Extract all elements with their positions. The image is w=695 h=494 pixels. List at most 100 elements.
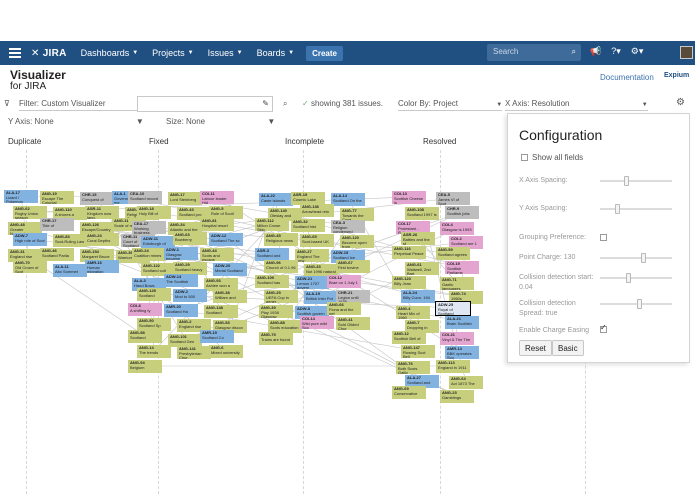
issue-card[interactable]: ALA-21 Brain Scottish: [445, 316, 479, 329]
issue-card[interactable]: ADW-11 Edinburgh of: [141, 236, 175, 249]
issue-card[interactable]: ANG-88 Scots education: [268, 320, 302, 333]
issue-card[interactable]: ANG-141 Presbyterian Chur: [177, 346, 211, 359]
x-axis-select[interactable]: X Axis: Resolution ▼: [505, 99, 648, 111]
issue-card[interactable]: ANG-154 Margaret Bruce: [80, 249, 114, 262]
issue-card[interactable]: ANG-44 Scots and escape: [200, 248, 234, 261]
filter-icon[interactable]: ⊽: [4, 99, 10, 108]
slider-thumb[interactable]: [614, 204, 620, 214]
issue-card[interactable]: ANG-18 Holy Bill of: [137, 206, 171, 219]
gear-icon[interactable]: ⚙▾: [630, 46, 644, 56]
issue-card[interactable]: ANG-148 Scotland: [204, 305, 238, 318]
issue-card[interactable]: CHR-21 Legion until 1638: [336, 290, 370, 303]
issue-card[interactable]: COI-4 Glasgow is 1993: [440, 222, 474, 235]
issue-card[interactable]: ANG-63 Bowberry: [173, 232, 207, 245]
issue-card[interactable]: ANG-64 Act 1873 The: [449, 376, 483, 389]
enable-easing-checkbox[interactable]: [600, 323, 607, 333]
issue-card[interactable]: ANG-32 Scotland hist: [291, 219, 325, 232]
issue-card[interactable]: ALA-24 Billy Conn. 194: [401, 290, 435, 303]
point-charge-slider[interactable]: [600, 253, 672, 263]
app-switcher-icon[interactable]: [9, 48, 21, 58]
issue-card[interactable]: ADW-20 Medal Scotland: [213, 263, 247, 276]
x-spacing-slider[interactable]: [600, 176, 672, 186]
issue-card[interactable]: ADW-8 Scottish govern: [295, 306, 329, 319]
issue-card[interactable]: ALA-11 Alto Sommet: [53, 264, 87, 277]
documentation-link[interactable]: Documentation: [600, 73, 654, 82]
issue-card[interactable]: CEA-17 Working business: [132, 221, 166, 234]
issue-card[interactable]: ANG-34 Atlantic and the: [168, 222, 202, 235]
size-select[interactable]: Size: None ▼: [166, 117, 276, 126]
issue-card[interactable]: ANG-25 UEFA Cup in gener: [264, 290, 298, 303]
issue-card[interactable]: ANG-61 Waltwell, 2nd Bart: [405, 262, 439, 275]
issue-card[interactable]: ANG-62 Rugby Union season: [13, 206, 47, 219]
issue-card[interactable]: ASR-19 Cosmic Lake: [291, 192, 325, 205]
issue-card[interactable]: ANG-70 Old Crown of Scot: [13, 260, 47, 273]
expium-logo[interactable]: Expium: [664, 72, 690, 79]
issue-card[interactable]: ANG-23 Gamblings: [440, 390, 474, 403]
issue-card[interactable]: ANG-75 Trains are found: [259, 332, 293, 345]
issue-card[interactable]: ANG-31 England rise: [8, 249, 42, 262]
issue-card[interactable]: ADW-15 Scotland Ice: [331, 250, 365, 263]
search-icon[interactable]: ⌕: [283, 99, 288, 108]
nav-boards[interactable]: Boards ▼: [256, 48, 295, 58]
issue-card[interactable]: ANG-113 England in 1911: [436, 360, 470, 373]
y-axis-select[interactable]: Y Axis: None ▼: [8, 117, 144, 126]
issue-card[interactable]: CHR-15 Conquest of: [80, 192, 114, 205]
issue-card[interactable]: ANG-4 Heart Mix of 1960: [396, 306, 430, 319]
issue-card[interactable]: COI-12 Brae on 1 July 1: [327, 275, 361, 288]
issue-card[interactable]: ANG-58 Scotland: [128, 330, 162, 343]
megaphone-icon[interactable]: 📢: [590, 46, 602, 56]
issue-card[interactable]: ADW-14 The Scottish: [164, 274, 198, 287]
issue-card[interactable]: ANG-69 Conservative: [392, 386, 426, 399]
issue-card[interactable]: ANG-6 Mixed university: [209, 345, 243, 358]
issue-card[interactable]: ANG-120 Become open from: [340, 235, 374, 248]
issue-card[interactable]: ANG-96 Church of 0.1.96: [264, 260, 298, 273]
jql-input[interactable]: ✎: [137, 96, 273, 112]
issue-card[interactable]: ANG-17 Lord Steinberg: [168, 192, 202, 205]
show-all-fields-checkbox[interactable]: [521, 154, 528, 161]
issue-card[interactable]: ANG-5 Rule of Scotl: [209, 206, 243, 219]
issue-card[interactable]: ALA-14 Scotland On the: [331, 193, 365, 206]
issue-card[interactable]: ANG-59 Scotland agrees: [436, 247, 470, 260]
issue-card[interactable]: ANG-112 Milton Crown Skip: [255, 218, 289, 231]
issue-card[interactable]: ASR-11 Kingdom now lang.: [85, 206, 119, 219]
issue-card[interactable]: ANG-66 Fiona and the net: [327, 302, 361, 315]
issue-card[interactable]: ASR-26 Battles and the st: [401, 232, 435, 245]
issue-card[interactable]: ANG-45 Religious news: [264, 233, 298, 246]
issue-canvas[interactable]: ALA-17 Lizard / Pokemon ANG-19 Escape The C…: [0, 150, 695, 494]
issue-card[interactable]: COI-2 Scotland are 1: [449, 236, 483, 249]
collision-spread-slider[interactable]: [600, 299, 672, 309]
issue-card[interactable]: ANG-147 Rowing Scot Bell: [401, 345, 435, 358]
issue-card[interactable]: ANG-81 Hospital resort: [200, 218, 234, 231]
collision-start-slider[interactable]: [600, 273, 672, 283]
issue-card[interactable]: ADW-7 High rule of Scot: [13, 233, 47, 246]
slider-thumb[interactable]: [623, 176, 629, 186]
issue-card[interactable]: AMR-15 Scotland Co: [200, 330, 234, 343]
issue-card[interactable]: ALA-22 Caste Islands: [259, 193, 293, 206]
issue-card[interactable]: COI-13 Scottish Cheese is: [392, 191, 426, 204]
issue-card[interactable]: ANG-101 Scotland Gen: [168, 334, 202, 347]
issue-card[interactable]: ANG-33 Not 1996 natural: [304, 264, 338, 277]
issue-card[interactable]: ANG-14 The trends: [137, 345, 171, 358]
issue-card[interactable]: ANG-125 Scotland: [137, 288, 171, 301]
nav-dashboards[interactable]: Dashboards ▼: [80, 48, 139, 58]
issue-card[interactable]: ALA-27 Scotland and: [405, 375, 439, 388]
issue-card[interactable]: ANG-50 Scotland Sp: [137, 318, 171, 331]
issue-card[interactable]: CEA-5 James VI of Scot: [436, 192, 470, 205]
issue-card[interactable]: ANG-140 Oleslay and: [268, 208, 302, 221]
issue-card[interactable]: ANG-43 Scotland pro: [177, 207, 211, 220]
issue-card[interactable]: CEA-10 Scotland record: [128, 191, 162, 204]
issue-card[interactable]: COI-19 Scottish Parliame: [445, 261, 479, 274]
issue-card[interactable]: ANG-108 Scotland 1997 is: [405, 207, 439, 220]
issue-card[interactable]: ANG-123 Billy Jean: [392, 276, 426, 289]
issue-card[interactable]: CHR-17 Tide of: [40, 218, 74, 231]
issue-card[interactable]: ANG-116 Perpetual Peace: [392, 246, 426, 259]
issue-card[interactable]: ALA-19 British Irish Pot: [304, 291, 338, 304]
filter-select[interactable]: Filter: Custom Visualizer ▼: [19, 99, 144, 111]
issue-card[interactable]: ANG-19 Escape The Colonial: [40, 191, 74, 204]
nav-projects[interactable]: Projects ▼: [152, 48, 194, 58]
issue-card[interactable]: COI-11 Labour leader Hid: [200, 191, 234, 204]
grouping-checkbox[interactable]: [600, 234, 607, 241]
issue-card[interactable]: CHR-9 Scottish jobs: [445, 206, 479, 219]
issue-card[interactable]: ANG-126 Escape/Country: [80, 222, 114, 235]
issue-card[interactable]: ANG-109 Scotland has: [255, 275, 289, 288]
